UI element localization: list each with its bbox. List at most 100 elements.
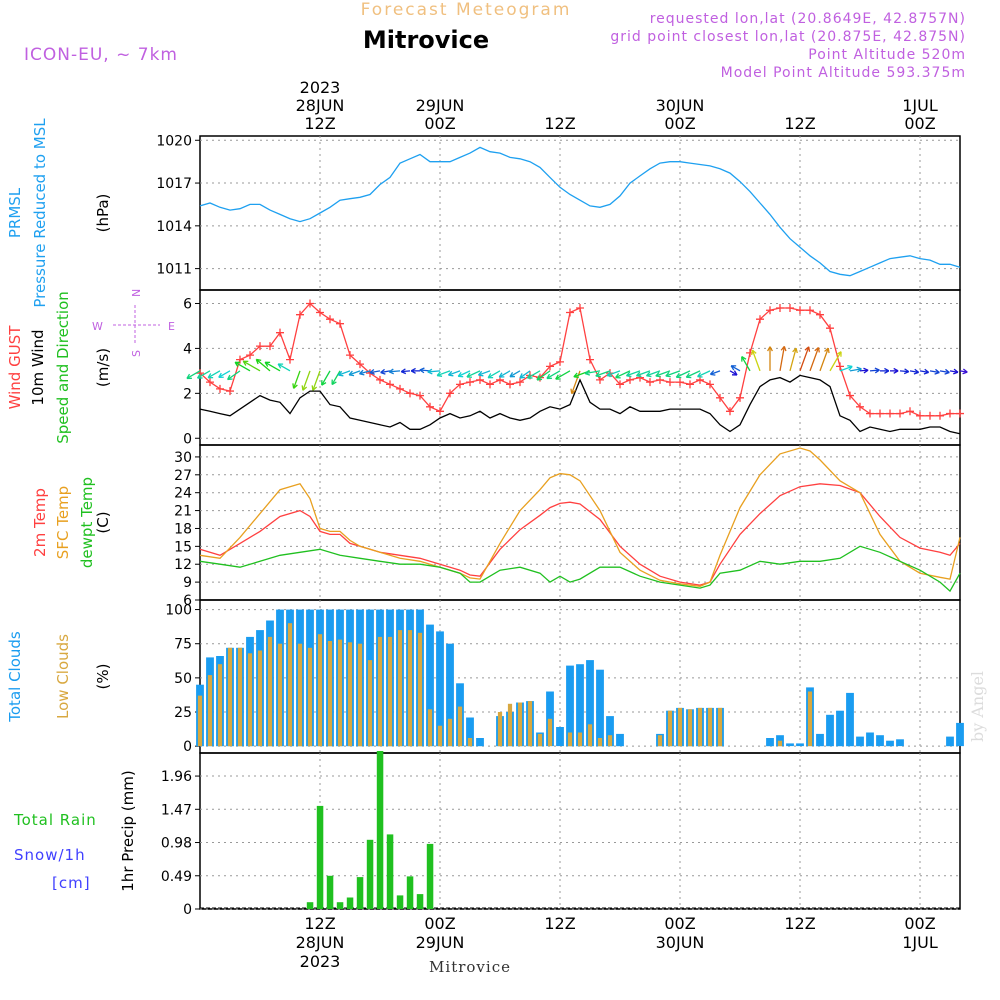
- gust-point: [586, 355, 594, 364]
- bar-low-clouds: [667, 710, 673, 747]
- bottom-day-label: 1JUL: [902, 933, 938, 952]
- gust-point: [856, 402, 864, 411]
- top-hour-label: 12Z: [544, 114, 575, 133]
- gust-point: [566, 308, 574, 317]
- wind-arrow: [207, 370, 221, 379]
- bar-total-clouds: [846, 692, 854, 747]
- gust-point: [836, 362, 844, 371]
- compass-e: E: [168, 320, 175, 333]
- wind-arrow-head: [186, 373, 192, 380]
- gust-point: [416, 391, 424, 400]
- bar-low-clouds: [417, 632, 423, 747]
- wind-arrow-head: [903, 368, 910, 375]
- bar-low-clouds: [207, 675, 213, 747]
- bar-total-clouds: [446, 643, 454, 747]
- wind-arrow-head: [337, 370, 344, 377]
- ytick-label: 27: [174, 468, 192, 484]
- gust-point: [276, 328, 284, 337]
- ytick-label: 15: [174, 539, 192, 555]
- bar-low-clouds: [297, 643, 303, 747]
- bar-low-clouds: [457, 706, 463, 747]
- wind-arrow: [606, 370, 621, 377]
- wind-arrow-head: [526, 373, 533, 379]
- bar-low-clouds: [287, 623, 293, 747]
- gust-point: [736, 393, 744, 402]
- bar-low-clouds: [327, 641, 333, 747]
- ylabel-line: Wind GUST: [6, 325, 24, 410]
- wind-arrow-head: [863, 367, 869, 374]
- bar-total-clouds: [426, 624, 434, 747]
- wind-arrow: [595, 370, 611, 377]
- wind-arrow: [849, 368, 862, 372]
- wind-arrow: [509, 370, 521, 378]
- gust-point: [306, 299, 314, 308]
- wind-arrow: [730, 365, 741, 372]
- ytick-label: 9: [183, 575, 192, 591]
- wind-arrow: [218, 370, 231, 378]
- ylabel-line: Speed and Direction: [54, 291, 72, 444]
- panel-pressure: 1011 1014 1017 1020 (hPa) PRMSL Pressure Reduc…: [6, 118, 961, 308]
- wind-arrow: [665, 370, 681, 377]
- gust-point: [456, 380, 464, 389]
- point-altitude: Point Altitude 520m: [808, 47, 966, 63]
- bar-total-clouds: [606, 716, 614, 747]
- bar-total-clouds: [856, 736, 864, 747]
- ytick-label: 100: [165, 603, 192, 619]
- gust-point: [346, 351, 354, 360]
- wind-arrow-head: [913, 368, 920, 375]
- bar-total-clouds: [876, 735, 884, 747]
- bottom-day-label: 28JUN: [296, 933, 345, 952]
- top-day-label: 28JUN: [296, 96, 345, 115]
- model-point-altitude: Model Point Altitude 593.375m: [721, 65, 966, 81]
- wind-arrow-head: [301, 385, 308, 391]
- ytick-label: 6: [183, 593, 192, 609]
- wind-arrow: [277, 363, 291, 372]
- top-day-label: 29JUN: [416, 96, 465, 115]
- gust-point: [226, 387, 234, 396]
- wind-arrow: [401, 370, 411, 373]
- wind-arrow: [869, 369, 880, 372]
- panel-precipitation: 0 0.49 0.98 1.47 1.96 1hr Precip (mm) Total Ra…: [13, 751, 961, 918]
- bar-total-clouds: [796, 743, 804, 747]
- bar-low-clouds: [567, 732, 573, 747]
- wind-arrow: [555, 370, 571, 380]
- wind-arrow-head: [645, 371, 652, 378]
- wind-arrow: [546, 370, 561, 379]
- panel-frame: [199, 289, 961, 446]
- wind-arrow-head: [477, 370, 484, 377]
- wind-arrow: [655, 370, 671, 377]
- wind-arrow-head: [419, 367, 425, 374]
- ylabel-line: SFC Temp: [54, 486, 72, 559]
- wind-arrow: [789, 348, 797, 372]
- wind-arrow-head: [697, 372, 703, 378]
- compass-w: W: [92, 320, 103, 333]
- wind-arrow-head: [196, 373, 203, 379]
- bar-low-clouds: [347, 642, 353, 747]
- wind-arrow-head: [498, 372, 505, 378]
- bar-low-clouds: [277, 643, 283, 747]
- wind-arrow-head: [893, 367, 899, 374]
- gust-point: [896, 409, 904, 418]
- bottom-hour-label: 12Z: [304, 914, 335, 933]
- wind-arrow-head: [953, 368, 959, 375]
- ylabel-line: Total Clouds: [6, 631, 24, 723]
- bar-total-rain: [396, 895, 404, 909]
- panels-group: 1011 1014 1017 1020 (hPa) PRMSL Pressure Reduc…: [6, 118, 968, 918]
- gust-point: [626, 375, 634, 384]
- requested-point: requested lon,lat (20.8649E, 42.8757N): [650, 11, 966, 27]
- wind-arrow-head: [436, 371, 443, 377]
- gust-point: [436, 407, 444, 416]
- wind-arrow-head: [635, 371, 642, 378]
- wind-arrow-head: [234, 361, 241, 367]
- bar-total-clouds: [896, 739, 904, 747]
- bar-low-clouds: [357, 643, 363, 747]
- bar-total-rain: [386, 834, 394, 909]
- gust-point: [666, 378, 674, 387]
- bar-low-clouds: [517, 702, 523, 747]
- top-hour-label: 12Z: [304, 114, 335, 133]
- bottom-day-label: 29JUN: [416, 933, 465, 952]
- bar-low-clouds: [587, 724, 593, 747]
- unit-label: (hPa): [94, 194, 112, 233]
- wind-arrow-head: [380, 368, 386, 375]
